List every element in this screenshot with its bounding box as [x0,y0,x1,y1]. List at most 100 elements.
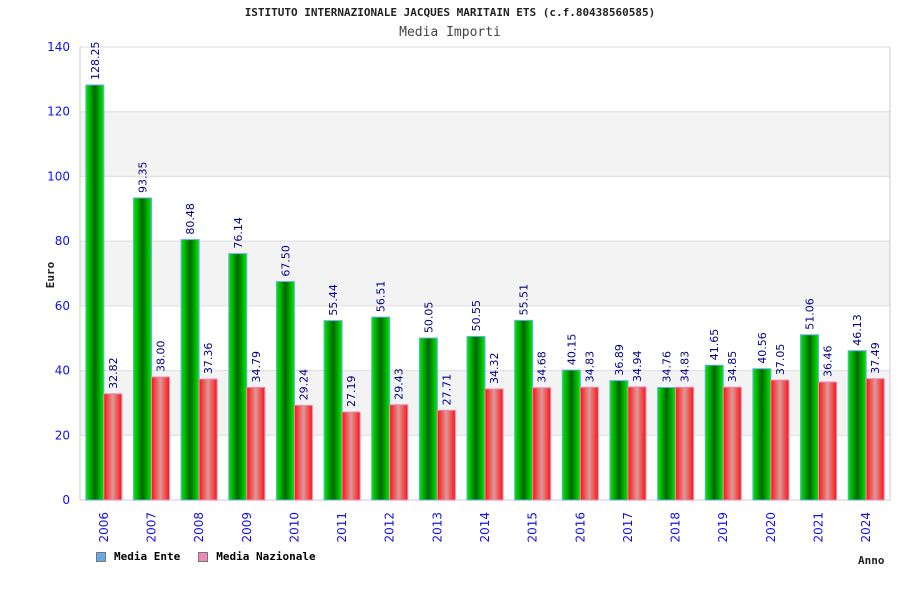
data-label: 34.94 [631,350,644,382]
bar-media-nazionale [246,386,266,501]
bar-media-ente [323,320,343,501]
bar-media-nazionale [150,376,170,501]
legend-item-nazionale: Media Nazionale [198,550,316,563]
data-label: 38.00 [154,341,167,373]
data-label: 27.19 [345,376,358,408]
bar-media-ente [466,335,486,501]
data-label: 36.89 [613,344,626,376]
bar-media-nazionale [293,404,313,501]
data-label: 46.13 [851,314,864,346]
x-tick-label: 2009 [240,512,254,543]
y-tick-label: 20 [55,428,70,442]
y-tick-label: 40 [55,364,70,378]
data-label: 56.51 [375,281,388,313]
data-label: 40.15 [565,334,578,366]
bar-media-nazionale [770,379,790,501]
x-tick-label: 2014 [478,512,492,543]
data-label: 76.14 [232,217,245,249]
data-label: 37.36 [202,343,215,375]
bar-media-ente [609,380,629,501]
bar-media-nazionale [818,381,838,501]
data-label: 32.82 [107,357,120,389]
bar-media-ente [847,350,867,501]
x-tick-label: 2021 [812,512,826,543]
data-label: 29.43 [393,368,406,400]
grid-band [80,241,890,306]
x-tick-label: 2008 [192,512,206,543]
legend-item-ente: Media Ente [96,550,180,563]
chart-subtitle: Media Importi [399,25,501,40]
x-tick-label: 2011 [335,512,349,543]
data-label: 80.48 [184,203,197,235]
bar-media-ente [800,334,820,501]
data-label: 34.76 [661,351,674,383]
y-tick-label: 80 [55,234,70,248]
bar-media-nazionale [198,378,218,501]
x-tick-label: 2010 [287,512,301,543]
data-label: 93.35 [136,161,149,193]
data-label: 34.83 [583,351,596,383]
bar-media-nazionale [436,409,456,501]
x-tick-label: 2015 [526,512,540,543]
bar-media-nazionale [675,386,695,501]
x-tick-label: 2019 [716,512,730,543]
legend-swatch [96,552,106,562]
bar-media-nazionale [627,386,647,501]
bar-media-nazionale [865,378,885,501]
bar-media-ente [514,319,534,501]
y-tick-label: 140 [47,40,70,54]
data-label: 50.55 [470,300,483,332]
y-axis-title: Euro [44,261,57,288]
data-label: 67.50 [279,245,292,277]
x-tick-label: 2018 [669,512,683,543]
bar-media-nazionale [532,387,552,501]
y-tick-label: 0 [62,493,70,507]
y-tick-label: 60 [55,299,70,313]
x-axis-title: Anno [858,554,885,567]
data-label: 34.85 [726,351,739,383]
bar-media-ente [752,368,772,501]
x-tick-label: 2007 [144,512,158,543]
legend-label: Media Nazionale [216,550,316,563]
bar-media-nazionale [484,388,504,501]
legend: Media Ente Media Nazionale [96,550,316,563]
x-tick-label: 2012 [383,512,397,543]
bar-media-ente [704,364,724,501]
data-label: 55.51 [518,284,531,316]
bar-media-ente [85,84,105,501]
data-label: 128.25 [89,42,102,81]
bar-media-nazionale [341,411,361,501]
x-tick-label: 2017 [621,512,635,543]
data-label: 34.79 [250,351,263,383]
bar-media-ente [228,253,248,501]
data-label: 34.32 [488,352,501,384]
data-label: 34.68 [536,351,549,383]
data-label: 29.24 [297,369,310,401]
bar-media-ente [657,387,677,501]
bar-media-ente [371,316,391,501]
x-tick-label: 2013 [430,512,444,543]
data-label: 51.06 [804,298,817,330]
bar-media-ente [418,337,438,501]
data-label: 50.05 [422,302,435,334]
bar-media-nazionale [389,404,409,501]
data-label: 41.65 [708,329,721,361]
bar-media-nazionale [579,386,599,501]
data-label: 55.44 [327,284,340,316]
data-label: 34.83 [679,351,692,383]
bar-media-ente [561,369,581,501]
grid-band [80,111,890,177]
x-tick-label: 2024 [859,512,873,543]
data-label: 37.05 [774,344,787,376]
x-tick-label: 2016 [573,512,587,543]
chart-title: ISTITUTO INTERNAZIONALE JACQUES MARITAIN… [244,6,656,19]
bar-media-nazionale [103,393,123,501]
x-tick-label: 2006 [97,512,111,543]
x-tick-label: 2020 [764,512,778,543]
bar-media-nazionale [722,386,742,501]
bar-media-ente [132,197,152,501]
y-tick-label: 120 [47,105,70,119]
data-label: 27.71 [440,374,453,406]
